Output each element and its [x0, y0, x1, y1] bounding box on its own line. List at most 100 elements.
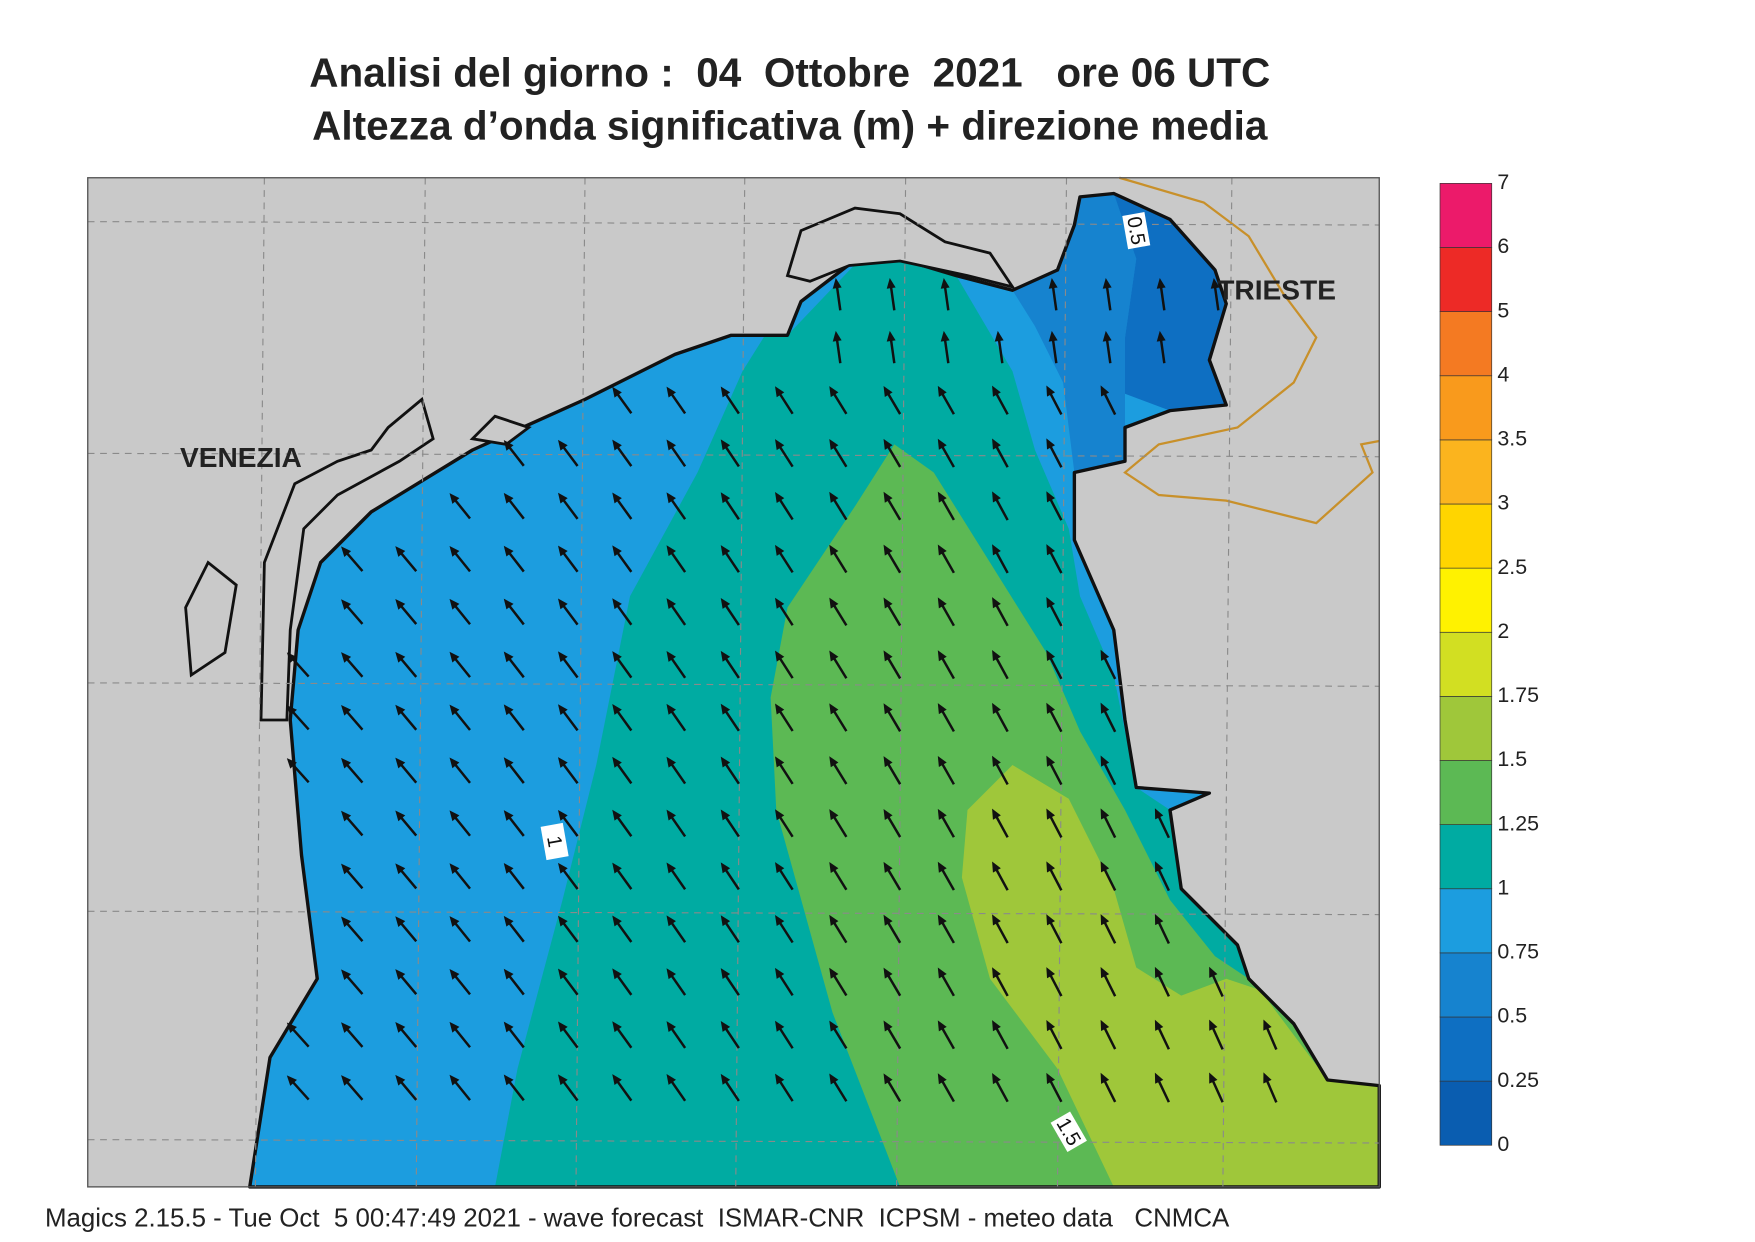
direction-arrow	[940, 330, 950, 364]
arrow-head	[1100, 1072, 1110, 1084]
direction-arrow	[992, 702, 1009, 733]
arrow-head	[1154, 914, 1164, 926]
arrow-head	[503, 915, 514, 927]
direction-arrow	[720, 968, 740, 996]
arrow-head	[1048, 330, 1058, 342]
arrow-head	[449, 651, 460, 663]
arrow-head	[1263, 1072, 1272, 1084]
arrow-head	[395, 704, 406, 716]
direction-arrow	[1154, 1072, 1170, 1103]
arrow-head	[883, 491, 893, 503]
arrow-head	[720, 968, 731, 980]
arrow-head	[1100, 1019, 1110, 1031]
arrow-head	[1102, 330, 1112, 342]
direction-arrow	[666, 651, 687, 679]
sea-0-5-0-75	[1012, 193, 1137, 473]
direction-arrow	[449, 1074, 471, 1101]
colorbar-tick-label: 3	[1497, 491, 1509, 515]
direction-arrow	[503, 1021, 525, 1049]
direction-arrow	[666, 1074, 687, 1102]
arrow-head	[558, 915, 568, 927]
arrow-head	[1209, 966, 1218, 978]
direction-arrow	[1102, 278, 1112, 311]
direction-arrow	[612, 439, 633, 467]
arrow-head	[883, 597, 893, 609]
arrow-head	[1046, 1020, 1056, 1032]
direction-arrow	[940, 278, 950, 311]
island	[785, 206, 1016, 290]
direction-arrow	[1263, 1072, 1278, 1103]
direction-arrow	[666, 545, 687, 573]
direction-arrow	[775, 967, 794, 997]
direction-arrow	[612, 492, 633, 520]
arrow-head	[775, 915, 785, 926]
graticule	[87, 910, 1380, 916]
direction-arrow	[886, 330, 896, 364]
arrow-head	[992, 438, 1001, 450]
direction-arrow	[341, 863, 364, 890]
arrow-head	[341, 969, 352, 980]
colorbar-tick-label: 1.5	[1497, 747, 1527, 771]
arrow-head	[1154, 966, 1164, 978]
direction-arrow	[720, 915, 740, 944]
arrow-head	[612, 1021, 622, 1033]
direction-arrow	[937, 491, 955, 521]
colorbar-segment	[1439, 1080, 1493, 1146]
direction-arrow	[341, 969, 364, 995]
arrow-head	[883, 703, 893, 715]
arrow-head	[286, 705, 297, 716]
arrow-head	[449, 810, 460, 822]
colorbar-tick-label: 0.25	[1497, 1068, 1539, 1092]
direction-arrow	[341, 705, 364, 731]
arrow-head	[883, 1020, 893, 1032]
direction-arrow	[1046, 861, 1063, 891]
direction-arrow	[883, 703, 902, 732]
direction-arrow	[666, 492, 687, 520]
direction-arrow	[341, 1022, 364, 1048]
arrow-head	[1046, 914, 1056, 926]
arrow-head	[937, 597, 947, 609]
arrow-head	[940, 278, 950, 289]
direction-arrow	[1154, 914, 1170, 945]
arrow-head	[666, 809, 676, 821]
contour-label-text: 0.5	[1122, 215, 1149, 247]
direction-arrow	[395, 1022, 418, 1048]
arrow-head	[883, 914, 893, 926]
direction-arrow	[612, 915, 633, 943]
direction-arrow	[1154, 966, 1170, 997]
arrow-head	[341, 810, 352, 822]
arrow-head	[666, 1021, 676, 1033]
direction-arrow	[992, 808, 1009, 838]
arrow-head	[883, 861, 893, 873]
colorbar-tick-label: 0.5	[1497, 1004, 1527, 1028]
arrow-head	[937, 385, 947, 397]
direction-arrow	[1100, 649, 1117, 680]
arrow-head	[1100, 861, 1110, 873]
arrow-head	[775, 650, 785, 662]
arrow-head	[503, 757, 514, 769]
direction-arrow	[503, 968, 525, 996]
direction-arrow	[503, 757, 525, 784]
arrow-head	[1046, 702, 1056, 714]
arrow-head	[829, 914, 839, 926]
arrow-head	[449, 968, 460, 980]
direction-arrow	[341, 599, 364, 625]
arrow-head	[558, 1021, 568, 1033]
direction-arrow	[992, 861, 1009, 891]
colorbar-tick-label: 1.25	[1497, 811, 1539, 835]
arrow-head	[1100, 914, 1110, 926]
arrow-head	[829, 703, 839, 715]
arrow-head	[612, 756, 622, 768]
direction-arrow	[886, 278, 896, 311]
sea-0-25-0-5	[1113, 193, 1227, 411]
direction-arrow	[612, 651, 633, 679]
direction-arrow	[558, 862, 579, 890]
arrow-head	[720, 597, 731, 609]
arrow-head	[503, 968, 514, 980]
arrow-head	[883, 385, 893, 397]
direction-arrow	[937, 597, 955, 627]
direction-arrow	[341, 916, 364, 942]
direction-arrow	[286, 1022, 310, 1048]
colorbar-segment	[1439, 952, 1493, 1018]
direction-arrow	[1046, 1020, 1063, 1050]
